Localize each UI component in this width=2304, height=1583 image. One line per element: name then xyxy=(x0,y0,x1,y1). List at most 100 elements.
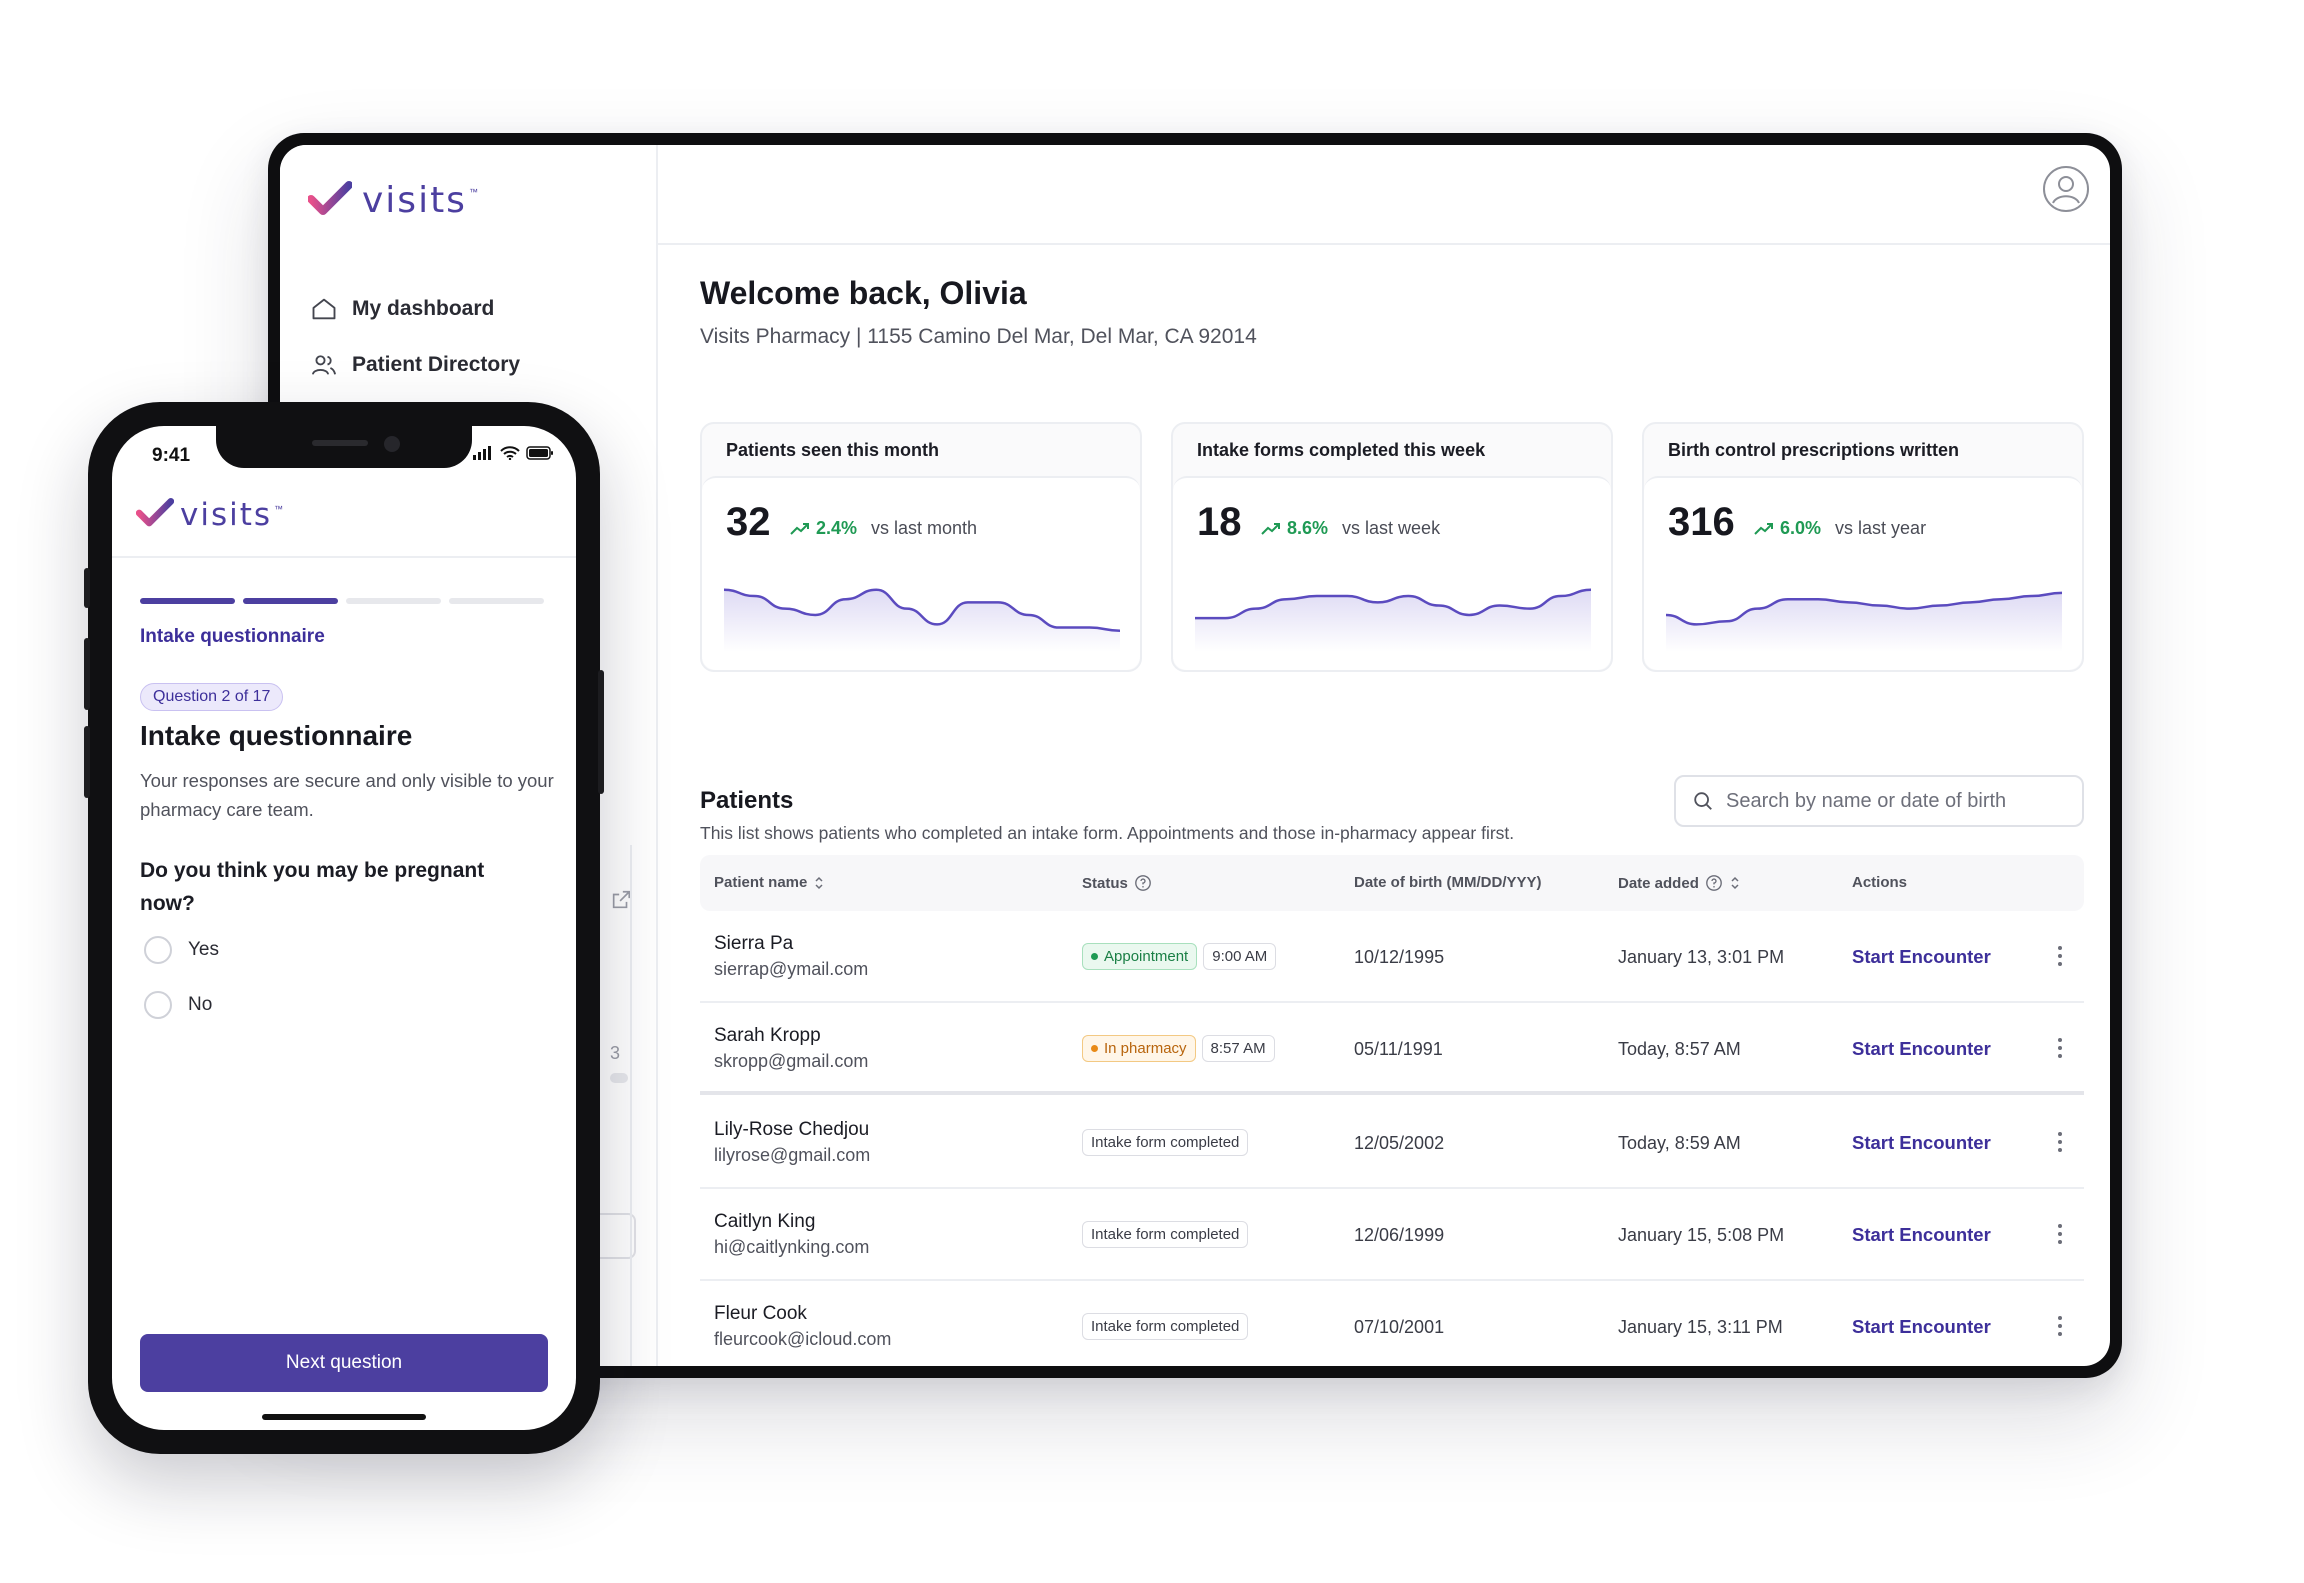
status-cell: Appointment 9:00 AM xyxy=(1082,943,1277,970)
peek-card xyxy=(598,845,632,1366)
stat-body: 316 6.0% vs last year xyxy=(1644,476,2082,670)
signal-icon xyxy=(473,446,491,460)
battery-icon xyxy=(526,446,553,460)
column-label: Status xyxy=(1082,874,1128,892)
table-row[interactable]: Sarah Kropp skropp@gmail.com In pharmacy… xyxy=(700,1003,2084,1095)
patient-name: Sarah Kropp xyxy=(714,1025,821,1046)
page-title: Welcome back, Olivia xyxy=(700,275,1027,311)
table-row[interactable]: Caitlyn King hi@caitlynking.com Intake f… xyxy=(700,1189,2084,1281)
date-added: January 15, 5:08 PM xyxy=(1618,1225,1785,1245)
help-circle-icon[interactable] xyxy=(1134,874,1152,892)
table-row[interactable]: Fleur Cook fleurcook@icloud.com Intake f… xyxy=(700,1281,2084,1366)
stat-delta: 2.4% vs last month xyxy=(790,518,977,539)
column-actions: Actions xyxy=(1852,874,1907,891)
status-dot xyxy=(1091,1045,1098,1052)
desktop-device-frame: visits ™ My dashboard Patient Directory … xyxy=(268,133,2122,1378)
phone-device-frame: 9:41 visits ™ Intake questionnaire Quest… xyxy=(84,402,604,1454)
patient-email: hi@caitlynking.com xyxy=(714,1237,870,1257)
status-badge: Intake form completed xyxy=(1082,1129,1249,1156)
topbar xyxy=(658,145,2110,245)
questionnaire-description: Your responses are secure and only visib… xyxy=(140,770,554,820)
trend-up-icon xyxy=(1261,522,1280,535)
wifi-icon xyxy=(500,446,520,460)
stat-value: 316 xyxy=(1668,500,1735,544)
next-question-button[interactable]: Next question xyxy=(140,1334,548,1392)
sort-icon[interactable] xyxy=(813,875,825,891)
column-status: Status xyxy=(1082,874,1152,892)
visits-logo[interactable]: visits ™ xyxy=(136,498,283,532)
column-label: Actions xyxy=(1852,874,1908,891)
status-label: Appointment xyxy=(1104,948,1189,965)
column-date-added[interactable]: Date added xyxy=(1618,874,1741,892)
patient-name: Sierra Pa xyxy=(714,933,794,954)
sidebar-item-label: My dashboard xyxy=(352,297,495,320)
progress-segment xyxy=(243,598,338,604)
logo-wordmark: visits xyxy=(362,180,467,221)
question-count-badge: Question 2 of 17 xyxy=(140,683,284,711)
option-yes[interactable]: Yes xyxy=(144,936,219,964)
step-label: Intake questionnaire xyxy=(140,626,325,647)
status-cell: Intake form completed xyxy=(1082,1129,1249,1156)
patient-name: Lily-Rose Chedjou xyxy=(714,1119,870,1140)
phone-header: visits ™ xyxy=(112,476,576,558)
stat-delta-percent: 2.4% xyxy=(816,518,858,538)
more-options-icon[interactable] xyxy=(2050,1219,2070,1249)
start-encounter-link[interactable]: Start Encounter xyxy=(1852,1224,1991,1245)
users-icon xyxy=(311,355,337,375)
help-circle-icon[interactable] xyxy=(1705,874,1723,892)
table-row[interactable]: Lily-Rose Chedjou lilyrose@gmail.com Int… xyxy=(700,1097,2084,1189)
phone-volume-up xyxy=(84,638,90,710)
more-options-icon[interactable] xyxy=(2050,1311,2070,1341)
start-encounter-link[interactable]: Start Encounter xyxy=(1852,1316,1991,1337)
sort-icon[interactable] xyxy=(1729,875,1741,891)
status-badge: Intake form completed xyxy=(1082,1313,1249,1340)
phone-camera xyxy=(384,436,400,452)
check-logo-icon xyxy=(136,498,174,527)
radio-button[interactable] xyxy=(144,991,172,1019)
table-row[interactable]: Sierra Pa sierrap@ymail.com Appointment … xyxy=(700,911,2084,1003)
date-added: January 15, 3:11 PM xyxy=(1618,1317,1783,1337)
main-content: Welcome back, Olivia Visits Pharmacy | 1… xyxy=(658,245,2110,1366)
stat-compare: vs last month xyxy=(871,518,978,538)
patient-dob: 12/05/2002 xyxy=(1354,1133,1445,1153)
stat-compare: vs last week xyxy=(1342,518,1441,538)
start-encounter-link[interactable]: Start Encounter xyxy=(1852,1132,1991,1153)
radio-button[interactable] xyxy=(144,936,172,964)
time-badge: 9:00 AM xyxy=(1203,943,1277,970)
search-icon xyxy=(1694,792,1712,810)
patient-search[interactable] xyxy=(1674,775,2084,827)
more-options-icon[interactable] xyxy=(2050,941,2070,971)
external-link-icon[interactable] xyxy=(610,889,632,911)
time-badge: 8:57 AM xyxy=(1201,1035,1275,1062)
sparkline-line xyxy=(724,588,1120,632)
status-cell: Intake form completed xyxy=(1082,1221,1249,1248)
start-encounter-link[interactable]: Start Encounter xyxy=(1852,1038,1991,1059)
patients-table-header: Patient name Status Date of birth (MM/DD… xyxy=(700,855,2084,911)
column-patient-name[interactable]: Patient name xyxy=(714,874,825,891)
patient-name: Fleur Cook xyxy=(714,1303,807,1324)
stat-delta: 8.6% vs last week xyxy=(1261,518,1440,539)
user-avatar-icon[interactable] xyxy=(2042,165,2090,213)
option-no[interactable]: No xyxy=(144,991,212,1019)
patient-email: skropp@gmail.com xyxy=(714,1051,869,1071)
more-options-icon[interactable] xyxy=(2050,1033,2070,1063)
stat-value: 18 xyxy=(1197,500,1242,544)
more-options-icon[interactable] xyxy=(2050,1127,2070,1157)
phone-notch xyxy=(216,426,472,468)
peek-input[interactable] xyxy=(600,1213,636,1259)
progress-segment xyxy=(449,598,544,604)
sidebar-item-my-dashboard[interactable]: My dashboard xyxy=(310,295,494,323)
peek-progress-bar xyxy=(610,1073,628,1083)
sparkline-area xyxy=(724,589,1120,652)
phone-volume-down xyxy=(84,726,90,798)
patients-section-subtitle: This list shows patients who completed a… xyxy=(700,823,1515,843)
stat-card-birth-control: Birth control prescriptions written 316 … xyxy=(1642,422,2084,672)
sidebar-item-patient-directory[interactable]: Patient Directory xyxy=(310,351,520,379)
question-text: Do you think you may be pregnant now? xyxy=(140,859,485,915)
visits-logo[interactable]: visits ™ xyxy=(308,181,478,221)
search-input[interactable] xyxy=(1726,789,2066,813)
trend-up-icon xyxy=(1754,522,1773,535)
questionnaire-progress xyxy=(140,598,544,604)
status-badge: In pharmacy xyxy=(1082,1035,1196,1062)
start-encounter-link[interactable]: Start Encounter xyxy=(1852,946,1991,967)
